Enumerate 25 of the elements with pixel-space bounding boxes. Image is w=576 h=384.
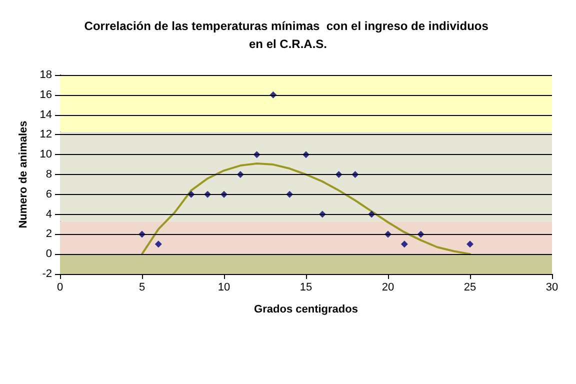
y-tick-label: 4 [46,208,52,220]
chart-title: Correlación de las temperaturas mínimas con el ingreso de individuos en el C.R.A.S. [84,19,492,51]
y-tick-label: 16 [40,88,52,101]
y-tick-label: 10 [40,148,52,161]
point [154,240,162,248]
point [400,240,408,248]
y-tick-label: 14 [40,108,52,121]
x-tick-label: 20 [382,282,394,294]
y-tick-label: 2 [46,228,52,240]
line-series [141,162,471,256]
point [466,240,474,248]
y-tick-label: 0 [46,248,52,260]
x-tick-label: 30 [546,282,558,294]
y-tick-label: 8 [46,168,52,180]
y-tick-label: 6 [46,188,52,200]
x-tick-label: 25 [464,282,476,294]
x-tick-label: 0 [56,282,64,294]
y-tick-label: 18 [40,69,52,81]
y-tick-label: -2 [42,268,52,280]
x-tick-label: 10 [218,282,230,294]
y-tick-label: 12 [40,128,52,141]
x-tick-label: 5 [138,282,146,294]
x-tick-label: 15 [300,282,312,294]
y-axis-title: Numero de animales [17,120,30,228]
x-axis-title: Grados centigrados [254,304,358,316]
